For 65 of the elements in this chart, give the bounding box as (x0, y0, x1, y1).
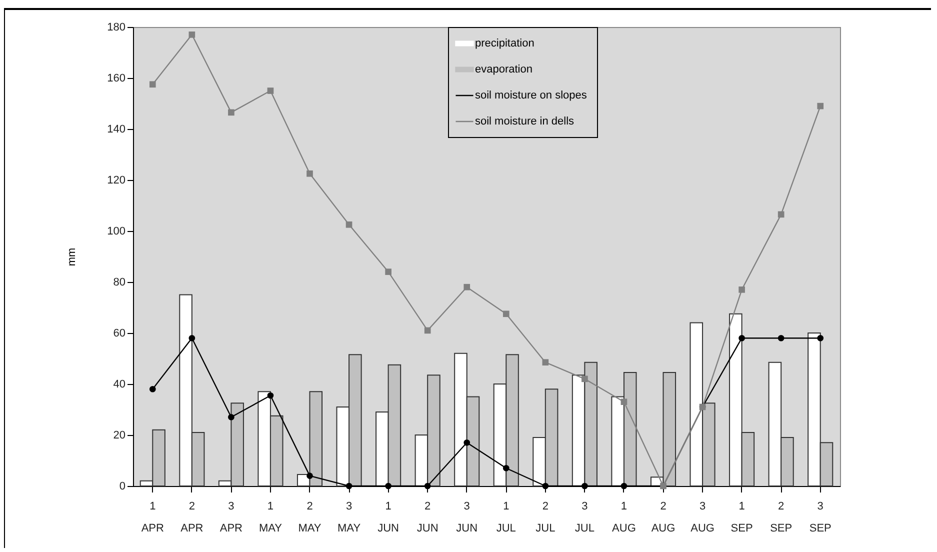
y-tick-label: 20 (113, 430, 126, 442)
y-tick-label: 0 (119, 480, 126, 492)
point (817, 334, 824, 342)
x-tick-label: 1 APR (141, 500, 164, 534)
x-tick-label: 2 APR (180, 500, 204, 534)
point (582, 376, 588, 382)
y-tick-label: 160 (107, 72, 126, 84)
y-tick-label: 100 (107, 226, 126, 238)
x-tick-label: 1 JUN (378, 500, 400, 534)
point (620, 398, 628, 406)
legend-label: evaporation (475, 64, 532, 76)
point (424, 482, 431, 490)
point (228, 414, 234, 420)
point (464, 439, 470, 446)
point (464, 284, 470, 290)
x-tick-label: 2 AUG (651, 500, 676, 534)
point (385, 482, 392, 490)
legend-label: soil moisture in dells (475, 116, 575, 128)
point (346, 482, 352, 490)
point (542, 482, 549, 490)
y-tick-label: 60 (113, 328, 126, 340)
x-tick-label: 1 SEP (730, 500, 753, 534)
x-tick-label: 1 JUL (496, 500, 516, 534)
legend-label: precipitation (475, 38, 534, 50)
x-tick-label: 3 AUG (690, 500, 714, 534)
y-tick-label: 180 (107, 22, 126, 34)
x-tick-label: 3 APR (220, 500, 243, 534)
point (778, 211, 784, 218)
x-tick-label: 3 JUN (456, 500, 478, 534)
point (188, 31, 196, 38)
point (542, 359, 549, 366)
y-tick-label: 80 (113, 276, 126, 288)
x-tick-label: 2 MAY (298, 500, 322, 534)
x-tick-label: 2 JUN (416, 500, 438, 534)
point (306, 170, 313, 177)
x-tick-label: 3 JUL (574, 500, 594, 534)
y-tick-label: 120 (107, 174, 126, 186)
point (424, 327, 431, 334)
point (385, 268, 392, 275)
point (738, 286, 745, 293)
x-tick-label: 1 AUG (612, 500, 636, 534)
point (267, 88, 274, 94)
point (267, 392, 274, 399)
x-tick-label: 3 SEP (809, 500, 832, 534)
y-axis-title: mm (66, 248, 78, 266)
y-tick-label: 140 (107, 124, 126, 136)
point (502, 310, 510, 318)
point (778, 334, 784, 342)
x-tick-label: 3 MAY (338, 500, 362, 534)
point (228, 109, 234, 116)
point (188, 334, 196, 342)
point (346, 221, 352, 228)
point (149, 81, 156, 88)
x-tick-label: 1 MAY (258, 500, 283, 534)
x-tick-label: 2 JUL (536, 500, 556, 534)
point (306, 472, 313, 479)
y-tick-label: 40 (113, 378, 126, 390)
point (149, 386, 156, 392)
point (620, 482, 628, 490)
point (502, 464, 510, 472)
point (817, 102, 824, 110)
legend-label: soil moisture on slopes (475, 90, 588, 102)
point (738, 334, 745, 342)
x-tick-label: 2 SEP (770, 500, 792, 534)
point (582, 482, 588, 490)
